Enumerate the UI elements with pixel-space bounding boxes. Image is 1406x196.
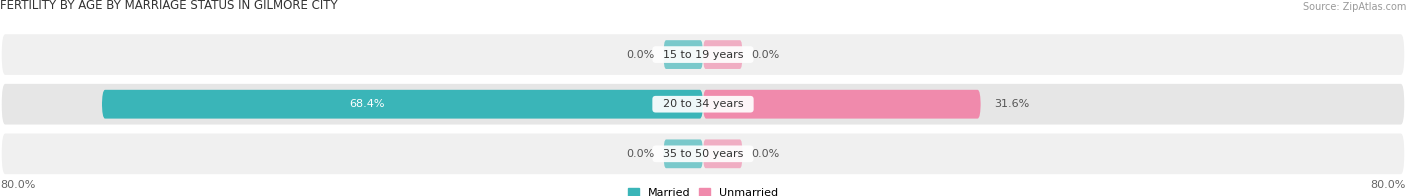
Text: Source: ZipAtlas.com: Source: ZipAtlas.com (1302, 2, 1406, 12)
Text: 0.0%: 0.0% (627, 149, 655, 159)
Text: 35 to 50 years: 35 to 50 years (655, 149, 751, 159)
Text: 0.0%: 0.0% (751, 149, 779, 159)
FancyBboxPatch shape (101, 90, 703, 119)
Text: 80.0%: 80.0% (0, 180, 35, 190)
Text: 0.0%: 0.0% (627, 50, 655, 60)
Text: FERTILITY BY AGE BY MARRIAGE STATUS IN GILMORE CITY: FERTILITY BY AGE BY MARRIAGE STATUS IN G… (0, 0, 337, 12)
FancyBboxPatch shape (1, 133, 1405, 174)
FancyBboxPatch shape (1, 84, 1405, 124)
FancyBboxPatch shape (664, 139, 703, 168)
FancyBboxPatch shape (703, 90, 981, 119)
FancyBboxPatch shape (1, 34, 1405, 75)
Legend: Married, Unmarried: Married, Unmarried (627, 188, 779, 196)
Text: 0.0%: 0.0% (751, 50, 779, 60)
FancyBboxPatch shape (664, 40, 703, 69)
Text: 31.6%: 31.6% (994, 99, 1029, 109)
Text: 80.0%: 80.0% (1371, 180, 1406, 190)
FancyBboxPatch shape (703, 139, 742, 168)
Text: 68.4%: 68.4% (350, 99, 385, 109)
Text: 15 to 19 years: 15 to 19 years (655, 50, 751, 60)
FancyBboxPatch shape (703, 40, 742, 69)
Text: 20 to 34 years: 20 to 34 years (655, 99, 751, 109)
